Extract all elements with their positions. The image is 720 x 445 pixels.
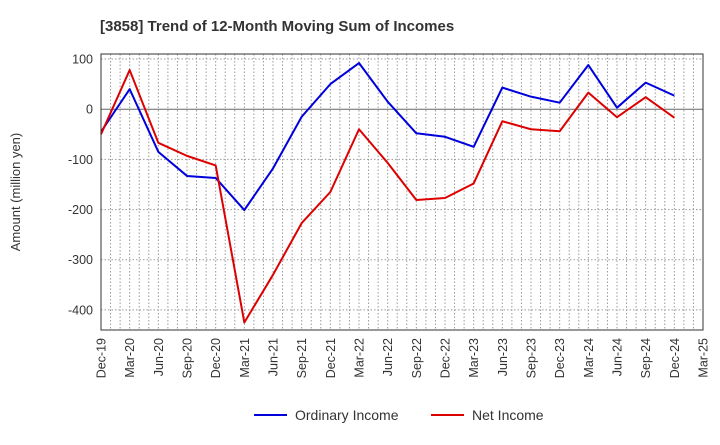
- y-tick-label: -300: [68, 253, 93, 267]
- x-tick-label: Mar-22: [353, 338, 367, 378]
- series-line-ordinary-income: [100, 62, 675, 212]
- x-tick-label: Mar-20: [123, 338, 137, 378]
- x-tick-label: Sep-24: [639, 338, 653, 378]
- y-axis-label: Amount (million yen): [8, 133, 23, 252]
- x-tick-label: Sep-20: [181, 338, 195, 378]
- x-tick-label: Dec-24: [668, 338, 682, 378]
- y-tick-label: -200: [68, 203, 93, 217]
- x-tick-label: Jun-21: [267, 338, 281, 376]
- x-tick-label: Sep-23: [525, 338, 539, 378]
- x-tick-label: Sep-22: [410, 338, 424, 378]
- x-tick-label: Mar-24: [582, 338, 596, 378]
- x-tick-label: Sep-21: [295, 338, 309, 378]
- x-tick-label: Dec-20: [209, 338, 223, 378]
- chart-title: [3858] Trend of 12-Month Moving Sum of I…: [100, 18, 454, 35]
- plot-frame: [100, 53, 704, 331]
- grid-layer: [100, 54, 704, 330]
- legend: Ordinary Income Net Income: [254, 407, 544, 423]
- series-layer: [100, 62, 675, 324]
- x-tick-label: Dec-22: [439, 338, 453, 378]
- x-tick-label: Jun-22: [381, 338, 395, 376]
- x-tick-label: Mar-25: [697, 338, 711, 378]
- x-tick-label: Dec-19: [95, 338, 109, 378]
- x-tick-labels: Dec-19 Mar-20 Jun-20 Sep-20 Dec-20 Mar-21 Jun-…: [95, 338, 711, 378]
- x-tick-label: Mar-23: [467, 338, 481, 378]
- y-tick-labels: 100 0 -100 -200 -300 -400: [68, 53, 93, 318]
- series-line-net-income: [100, 69, 675, 324]
- x-tick-label: Jun-24: [611, 338, 625, 376]
- x-tick-label: Jun-20: [152, 338, 166, 376]
- y-tick-label: 100: [72, 53, 93, 67]
- x-tick-label: Mar-21: [238, 338, 252, 378]
- legend-label: Ordinary Income: [295, 407, 399, 423]
- x-tick-label: Jun-23: [496, 338, 510, 376]
- x-tick-label: Dec-23: [553, 338, 567, 378]
- plot-frame-layer: [100, 53, 704, 331]
- y-tick-label: -400: [68, 303, 93, 317]
- legend-label: Net Income: [472, 407, 544, 423]
- x-tick-label: Dec-21: [324, 338, 338, 378]
- y-tick-label: 0: [86, 103, 93, 117]
- y-tick-label: -100: [68, 153, 93, 167]
